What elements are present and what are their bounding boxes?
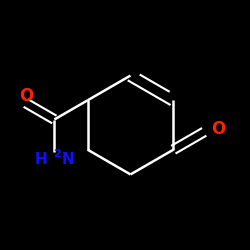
Text: 2: 2	[53, 149, 61, 159]
Text: N: N	[61, 152, 74, 167]
Text: H: H	[35, 152, 48, 167]
Text: O: O	[19, 87, 33, 105]
Text: O: O	[211, 120, 225, 138]
